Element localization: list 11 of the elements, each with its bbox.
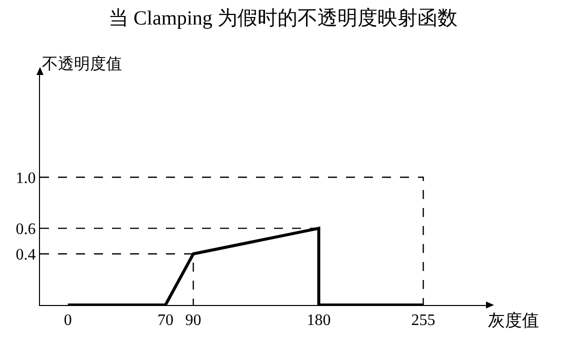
x-tick-label: 90 (185, 312, 202, 330)
x-tick-label: 255 (411, 312, 436, 330)
y-axis-title: 不透明度值 (42, 55, 122, 73)
y-tick-label: 0.6 (16, 220, 36, 238)
y-tick-label: 1.0 (16, 170, 36, 187)
x-tick-label: 70 (157, 312, 174, 330)
y-tick-label: 0.4 (16, 246, 36, 264)
x-tick-label: 180 (306, 312, 331, 330)
chart-title: 当 Clamping 为假时的不透明度映射函数 (108, 8, 458, 30)
x-tick-label: 0 (64, 312, 72, 330)
x-axis-title: 灰度值 (488, 311, 539, 330)
